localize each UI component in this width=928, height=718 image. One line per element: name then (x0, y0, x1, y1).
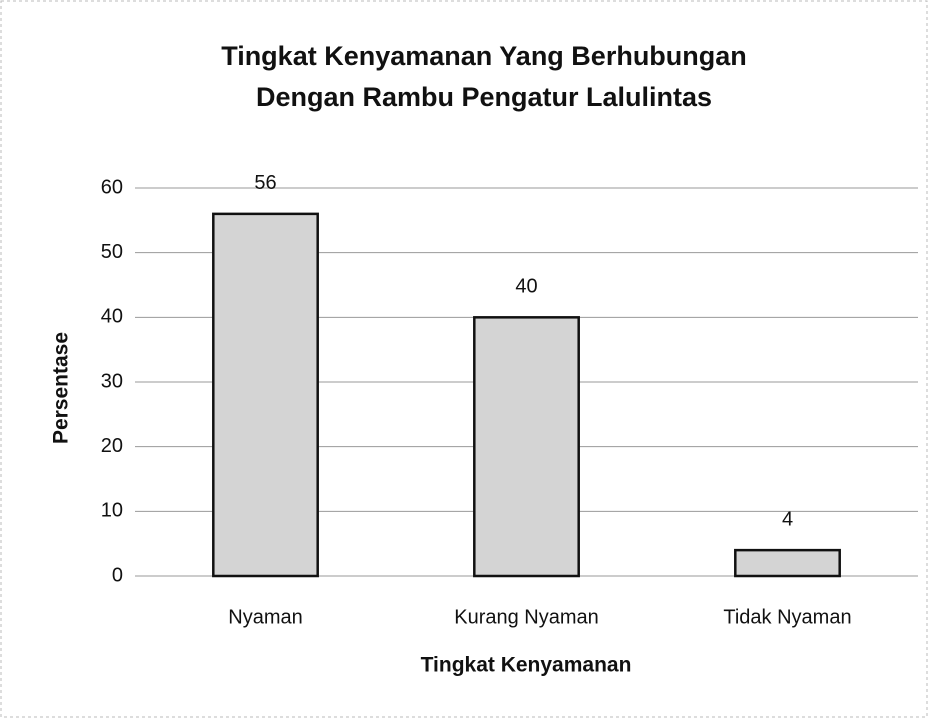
data-label: 4 (782, 508, 793, 530)
y-tick-label: 30 (101, 370, 123, 392)
y-tick-label: 50 (101, 241, 123, 263)
x-tick-label: Kurang Nyaman (454, 606, 599, 628)
y-tick-label: 10 (101, 500, 123, 522)
y-tick-label: 20 (101, 435, 123, 457)
y-tick-label: 0 (112, 564, 123, 586)
chart-title: Dengan Rambu Pengatur Lalulintas (256, 82, 712, 112)
data-label: 40 (515, 276, 537, 298)
x-tick-label: Nyaman (228, 606, 302, 628)
bar (734, 548, 841, 578)
data-label: 56 (254, 172, 276, 194)
chart-title: Tingkat Kenyamanan Yang Berhubungan (221, 41, 747, 71)
y-axis-label: Persentase (50, 332, 73, 444)
bar (473, 316, 580, 578)
y-tick-label: 60 (101, 176, 123, 198)
x-tick-label: Tidak Nyaman (723, 606, 851, 628)
y-tick-label: 40 (101, 306, 123, 328)
bar (212, 212, 319, 578)
x-axis-label: Tingkat Kenyamanan (421, 654, 632, 677)
